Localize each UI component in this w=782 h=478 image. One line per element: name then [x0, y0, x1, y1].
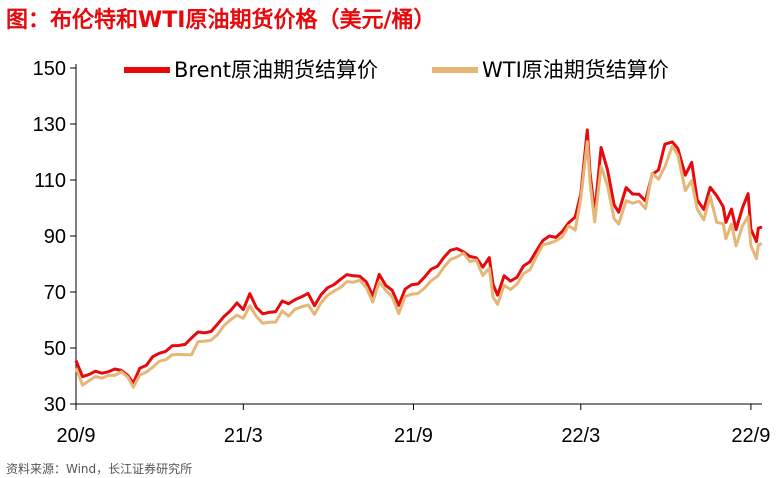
- y-tick-label: 130: [33, 114, 66, 136]
- y-tick-label: 30: [44, 394, 66, 416]
- legend: Brent原油期货结算价 WTI原油期货结算价: [124, 58, 669, 82]
- legend-label-brent: Brent原油期货结算价: [174, 58, 378, 82]
- x-tick-label: 20/9: [57, 425, 96, 447]
- legend-label-wti: WTI原油期货结算价: [482, 58, 669, 82]
- y-tick-label: 150: [33, 58, 66, 80]
- y-tick-label: 90: [44, 226, 66, 248]
- source-note: 资料来源：Wind，长江证券研究所: [6, 462, 193, 476]
- x-tick-label: 22/3: [561, 425, 600, 447]
- series-line-wti: [74, 140, 763, 389]
- series-lines: [74, 128, 763, 389]
- series-line-brent: [74, 128, 763, 385]
- y-tick-label: 110: [34, 170, 66, 192]
- x-tick-label: 22/9: [731, 425, 770, 447]
- y-tick-label: 50: [44, 338, 66, 360]
- x-tick-label: 21/3: [224, 425, 263, 447]
- x-axis: 20/9 21/3 21/9 22/3 22/9: [57, 403, 770, 447]
- x-tick-label: 21/9: [394, 425, 433, 447]
- chart-title: 图：布伦特和WTI原油期货价格（美元/桶）: [6, 8, 436, 33]
- y-tick-label: 70: [44, 282, 66, 304]
- y-axis: 30 50 70 90 110 130 150: [33, 58, 77, 416]
